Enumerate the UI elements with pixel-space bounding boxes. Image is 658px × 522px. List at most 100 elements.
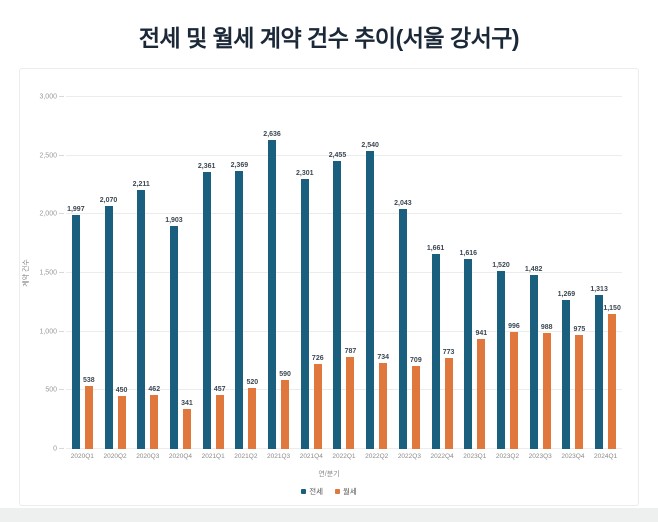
x-tick-label: 2022Q1 bbox=[332, 453, 356, 460]
x-tick-label: 2023Q2 bbox=[495, 453, 520, 460]
bar-value-label: 1,150 bbox=[603, 305, 621, 313]
bar-group-2022Q2: 2,540 734 2022Q2 bbox=[360, 97, 393, 460]
y-tick-label: 0 bbox=[53, 445, 57, 453]
gridline bbox=[66, 96, 622, 97]
page-title: 전세 및 월세 계약 건수 추이(서울 강서구) bbox=[138, 25, 520, 51]
bar-value-label: 538 bbox=[83, 376, 95, 384]
chart-card: 계약 건수 0 500 1,000 1,500 2,000 2,500 3,000 1,997… bbox=[19, 68, 639, 506]
bar-group-2020Q2: 2,070 450 2020Q2 bbox=[99, 97, 132, 460]
bar-전세-2021Q1: 2,361 bbox=[198, 163, 215, 449]
y-tick-mark bbox=[59, 448, 64, 449]
bar-value-label: 975 bbox=[573, 325, 586, 333]
y-tick-label: 1,500 bbox=[39, 269, 57, 277]
bar-월세-2023Q3: 988 bbox=[541, 324, 553, 449]
bar-전세-2022Q4: 1,661 bbox=[427, 245, 444, 449]
bar-월세-2023Q1: 941 bbox=[475, 330, 487, 449]
bar-월세-2024Q1: 1,150 bbox=[603, 305, 621, 449]
bar-value-label: 941 bbox=[475, 329, 488, 337]
legend-item-jeonse: 전세 bbox=[301, 486, 323, 497]
legend-label-jeonse: 전세 bbox=[309, 487, 323, 496]
x-tick-label: 2023Q1 bbox=[463, 453, 487, 460]
y-tick-label: 2,500 bbox=[39, 152, 57, 160]
bar-value-label: 2,211 bbox=[132, 180, 150, 188]
bar-value-label: 2,070 bbox=[99, 197, 118, 205]
gridline bbox=[66, 330, 622, 332]
bar-value-label: 787 bbox=[344, 347, 357, 355]
bar-group-2023Q1: 1,616 941 2023Q1 bbox=[458, 97, 491, 460]
bar-전세-2020Q4: 1,903 bbox=[165, 217, 183, 449]
legend-marker-jeonse-icon bbox=[301, 489, 307, 494]
x-tick-label: 2022Q3 bbox=[397, 453, 421, 460]
bar-group-2023Q4: 1,269 975 2023Q4 bbox=[557, 97, 590, 460]
x-tick-label: 2022Q2 bbox=[365, 453, 389, 460]
bar-value-label: 2,636 bbox=[263, 130, 281, 138]
bar-value-label: 1,616 bbox=[459, 250, 478, 258]
bar-월세-2023Q4: 975 bbox=[574, 326, 585, 449]
bar-value-label: 2,301 bbox=[296, 170, 314, 178]
bar-value-label: 1,903 bbox=[165, 216, 183, 224]
y-tick-mark bbox=[59, 213, 64, 215]
legend-item-wolse: 월세 bbox=[335, 486, 357, 497]
bar-value-label: 709 bbox=[410, 356, 422, 364]
bar-전세-2021Q4: 2,301 bbox=[296, 170, 314, 449]
bar-전세-2023Q4: 1,269 bbox=[558, 291, 575, 449]
y-tick-label: 1,000 bbox=[39, 328, 57, 336]
x-tick-label: 2021Q1 bbox=[201, 453, 225, 460]
bar-전세-2023Q2: 1,520 bbox=[492, 262, 510, 449]
bar-group-2022Q1: 2,455 787 2022Q1 bbox=[328, 97, 361, 460]
x-tick-label: 2020Q4 bbox=[168, 453, 193, 460]
bar-value-label: 996 bbox=[508, 323, 520, 331]
bar-value-label: 462 bbox=[148, 385, 161, 393]
bar-전세-2020Q3: 2,211 bbox=[133, 181, 150, 449]
bar-value-label: 457 bbox=[213, 386, 226, 394]
bar-value-label: 1,661 bbox=[426, 245, 445, 253]
bar-전세-2022Q3: 2,043 bbox=[394, 200, 412, 449]
bar-value-label: 1,269 bbox=[557, 291, 576, 299]
y-tick-mark bbox=[59, 330, 64, 332]
bar-value-label: 450 bbox=[115, 387, 128, 395]
y-tick-mark bbox=[59, 389, 64, 391]
gridline bbox=[66, 272, 622, 273]
x-tick-label: 2023Q3 bbox=[528, 453, 552, 460]
y-tick-mark bbox=[59, 154, 64, 156]
y-tick-mark bbox=[59, 272, 64, 273]
bar-group-2022Q3: 2,043 709 2022Q3 bbox=[393, 97, 426, 460]
bar-value-label: 520 bbox=[246, 379, 259, 386]
bar-전세-2023Q1: 1,616 bbox=[460, 250, 477, 449]
bar-value-label: 988 bbox=[540, 324, 553, 332]
bar-group-2021Q3: 2,636 590 2021Q3 bbox=[262, 97, 295, 460]
bar-월세-2023Q2: 996 bbox=[508, 323, 520, 449]
x-tick-label: 2022Q4 bbox=[430, 453, 454, 460]
bar-월세-2021Q2: 520 bbox=[247, 379, 258, 449]
bar-전세-2021Q3: 2,636 bbox=[263, 131, 281, 449]
bar-월세-2021Q3: 590 bbox=[279, 371, 291, 449]
legend-label-wolse: 월세 bbox=[343, 487, 357, 496]
x-tick-label: 2023Q4 bbox=[561, 453, 585, 460]
bar-group-2021Q1: 2,361 457 2021Q1 bbox=[197, 97, 230, 460]
chart-legend: 전세 월세 bbox=[20, 486, 638, 497]
x-tick-label: 2020Q3 bbox=[136, 453, 160, 460]
x-tick-label: 2020Q1 bbox=[70, 453, 94, 460]
y-tick-mark bbox=[59, 96, 64, 97]
y-tick-label: 500 bbox=[45, 386, 57, 394]
bar-value-label: 773 bbox=[442, 349, 455, 357]
plot-area: 계약 건수 0 500 1,000 1,500 2,000 2,500 3,000 1,997… bbox=[23, 94, 622, 460]
bar-value-label: 734 bbox=[377, 353, 390, 361]
bar-group-2020Q4: 1,903 341 2020Q4 bbox=[164, 97, 197, 460]
x-axis-title: 연/분기 bbox=[318, 471, 340, 478]
bar-value-label: 341 bbox=[181, 400, 193, 407]
bar-value-label: 2,455 bbox=[328, 151, 347, 159]
bar-전세-2020Q2: 2,070 bbox=[100, 197, 117, 449]
bar-월세-2022Q3: 709 bbox=[410, 357, 422, 449]
gridline bbox=[66, 389, 622, 391]
bar-월세-2022Q4: 773 bbox=[443, 349, 454, 449]
bar-value-label: 2,361 bbox=[197, 162, 216, 170]
page-footer-strip bbox=[0, 508, 658, 522]
bar-월세-2020Q2: 450 bbox=[116, 387, 127, 449]
x-tick-label: 2024Q1 bbox=[594, 453, 618, 460]
bar-월세-2020Q3: 462 bbox=[148, 386, 160, 449]
bar-value-label: 726 bbox=[311, 354, 324, 362]
bar-group-2020Q3: 2,211 462 2020Q3 bbox=[131, 97, 164, 460]
bar-전세-2022Q2: 2,540 bbox=[361, 142, 379, 449]
gridline bbox=[66, 448, 622, 449]
